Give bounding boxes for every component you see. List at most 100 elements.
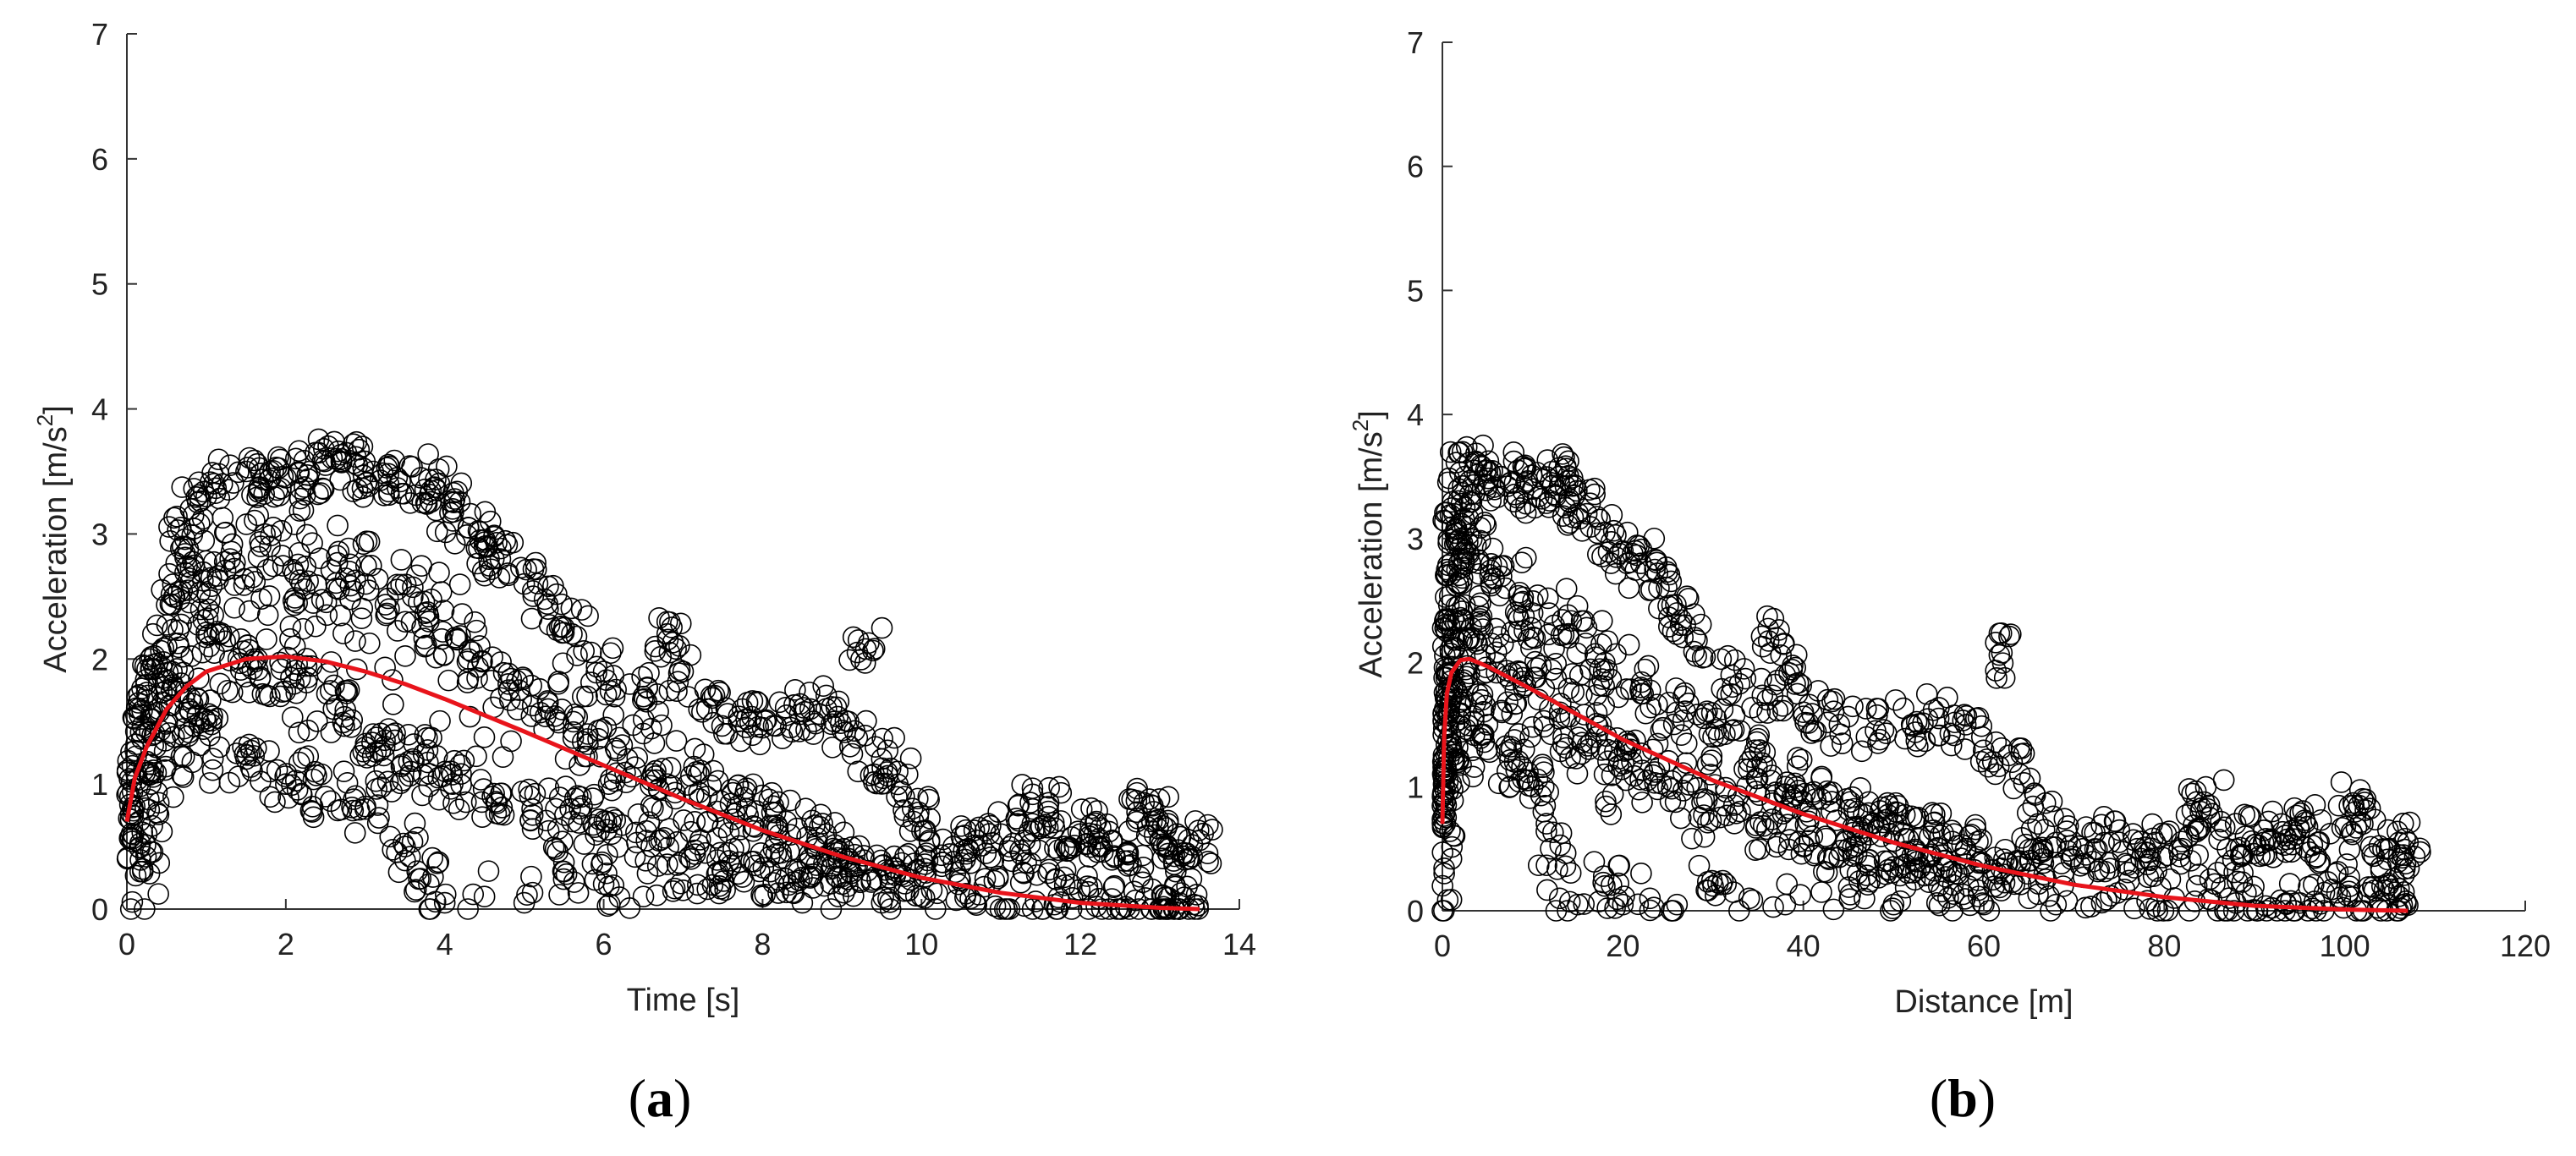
chart-b-scatter-point (1437, 561, 1460, 583)
chart-a-scatter-point (427, 851, 450, 874)
chart-a-scatter-point (986, 865, 1009, 888)
chart-a-scatter-point (288, 721, 310, 744)
chart-a-scatter-point (266, 759, 288, 781)
chart-a-scatter-point (706, 861, 729, 884)
chart-a-y-tick-label: 4 (91, 392, 108, 427)
chart-a-scatter-point (744, 816, 766, 838)
chart-b-x-axis-title: Distance [m] (1894, 984, 2073, 1020)
chart-b-scatter-point (1955, 704, 1978, 727)
chart-b-scatter-point (1634, 702, 1657, 725)
chart-a-scatter-point (520, 705, 543, 727)
chart-b-scatter-point (1637, 655, 1660, 677)
chart-b-scatter-point (2344, 801, 2366, 823)
chart-a-scatter-point (676, 774, 699, 796)
chart-b-scatter-point (1754, 741, 1777, 764)
chart-b-scatter-point (1462, 765, 1484, 788)
chart-b-scatter-point (1841, 786, 1864, 808)
chart-a-scatter-point (258, 740, 280, 762)
chart-b-scatter-point (1823, 688, 1846, 710)
chart-b-scatter-point (2342, 792, 2365, 814)
chart-b-scatter-point (2019, 850, 2040, 872)
chart-b-scatter-point (1820, 735, 1842, 757)
chart-a-scatter-point (596, 895, 619, 918)
chart-a-scatter-point (434, 883, 457, 906)
chart-a-scatter-point (134, 898, 156, 920)
chart-b-scatter-point (1766, 699, 1789, 722)
chart-a-scatter-point (871, 757, 893, 780)
chart-a-scatter-point (684, 737, 706, 760)
chart-b-scatter-point (2359, 835, 2382, 858)
chart-a-scatter-point (897, 879, 920, 902)
chart-b-fit-curve (1440, 656, 2408, 913)
chart-a-scatter-point (379, 825, 402, 848)
chart-b-scatter-point (1442, 608, 1464, 631)
chart-b-scatter-point (1472, 434, 1494, 457)
chart-b-scatter-point (1469, 592, 1491, 615)
chart-b-scatter-point (1711, 874, 1733, 896)
chart-a-scatter-point (358, 579, 380, 601)
chart-a-scatter-point (799, 682, 821, 704)
chart-b-scatter-point (1970, 829, 1993, 851)
chart-b-scatter-point (1646, 778, 1669, 801)
chart-b-scatter-point (1612, 753, 1635, 775)
chart-b-scatter-point (1822, 700, 1845, 722)
chart-a-scatter-point (294, 556, 317, 578)
chart-a-scatter-point (219, 548, 241, 570)
chart-b-scatter-point (1575, 616, 1598, 639)
chart-a-scatter-point (571, 686, 594, 708)
chart-b-scatter-point (1437, 608, 1459, 630)
chart-a-scatter-point (382, 693, 404, 715)
chart-b-scatter-point (1566, 479, 1588, 502)
chart-a-scatter-point (519, 785, 541, 808)
chart-a-scatter-point (1086, 841, 1109, 863)
chart-b-scatter-point (1762, 896, 1784, 918)
chart-b-scatter-point (1815, 861, 1838, 884)
chart-a-scatter-point (838, 649, 860, 671)
chart-a-scatter-point (667, 671, 689, 693)
chart-b-scatter-point (1845, 835, 1867, 857)
chart-b-scatter-point (1437, 594, 1460, 616)
panel-label-a-text: a (646, 1068, 673, 1128)
chart-a-scatter-point (665, 638, 687, 660)
chart-a-scatter-point (1043, 893, 1066, 916)
chart-b-scatter-point (1741, 889, 1764, 912)
chart-b-scatter-point (1678, 588, 1700, 610)
chart-b-scatter-point (2236, 900, 2259, 922)
chart-a-scatter-point (358, 632, 381, 655)
chart-a-scatter-point (471, 806, 493, 828)
chart-a-scatter-point (302, 806, 325, 829)
chart-a-scatter-point (368, 807, 390, 829)
chart-b-scatter-point (1746, 767, 1769, 790)
chart-a-scatter-point (656, 853, 678, 875)
chart-b-scatter-point (2288, 816, 2310, 838)
chart-b-scatter-point (2006, 849, 2029, 872)
chart-a-scatter-point (446, 628, 469, 651)
chart-a-scatter-point (648, 606, 670, 629)
chart-a-scatter-point (1053, 866, 1075, 889)
chart-a-scatter-point (321, 447, 343, 469)
chart-a-scatter-point (148, 852, 171, 874)
chart-a-scatter-point (830, 712, 852, 735)
chart-a-scatter-point (600, 642, 622, 665)
chart-a-scatter-point (1037, 796, 1059, 818)
chart-a-scatter-point (197, 624, 220, 646)
chart-a-scatter-point (284, 770, 307, 792)
chart-a-scatter-point (665, 730, 688, 752)
chart-b-scatter-point (1810, 765, 1833, 788)
chart-a-scatter-point (917, 786, 940, 808)
chart-b-scatter-point (1463, 756, 1486, 778)
chart-a-scatter-point (310, 589, 333, 611)
chart-b-scatter-point (1447, 594, 1470, 617)
chart-b-scatter-point (1854, 887, 1876, 910)
chart-a-scatter-point (151, 682, 173, 704)
chart-a-scatter-point (598, 875, 620, 898)
chart-a-scatter-point (1087, 835, 1109, 857)
chart-b-scatter-point (1977, 755, 2000, 778)
chart-b-scatter-point (2051, 852, 2073, 874)
chart-b-scatter-point (1688, 854, 1711, 877)
chart-b-scatter-point (2094, 860, 2116, 883)
chart-a-scatter-point (733, 870, 755, 893)
chart-b-scatter-point (2274, 900, 2296, 922)
chart-b-scatter-point (1760, 770, 1782, 792)
chart-a-scatter-point (203, 642, 225, 664)
